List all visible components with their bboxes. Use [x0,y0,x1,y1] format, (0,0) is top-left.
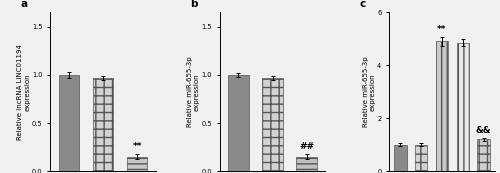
Bar [127,157,148,171]
Bar [58,75,79,171]
Text: **: ** [438,25,447,34]
Bar [456,43,469,171]
Text: **: ** [132,142,142,151]
Bar [228,75,248,171]
Y-axis label: Relative lncRNA LINC01194
expression: Relative lncRNA LINC01194 expression [18,44,30,140]
Bar [296,157,317,171]
Text: &&: && [476,126,492,135]
Y-axis label: Relative miR-655-3p
expression: Relative miR-655-3p expression [363,56,376,127]
Bar [262,78,283,171]
Y-axis label: Relative miR-655-3p
expression: Relative miR-655-3p expression [187,56,200,127]
Text: a: a [20,0,28,9]
Text: c: c [360,0,366,9]
Bar [436,41,448,171]
Text: ##: ## [299,142,314,151]
Bar [478,139,490,171]
Bar [415,145,428,171]
Bar [92,78,113,171]
Text: b: b [190,0,198,9]
Bar [394,145,406,171]
